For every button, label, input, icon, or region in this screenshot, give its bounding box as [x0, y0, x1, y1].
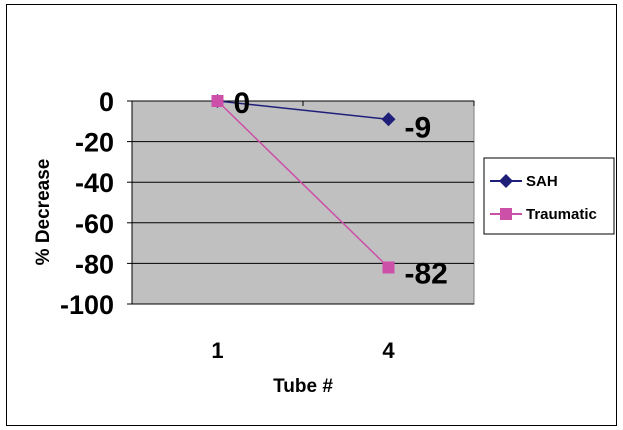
y-tick-label: 0 — [99, 87, 114, 117]
y-tick-label: -20 — [75, 128, 114, 158]
y-axis-title: % Decrease — [33, 159, 54, 266]
data-point-traumatic — [382, 261, 395, 274]
data-label: -82 — [405, 257, 448, 290]
legend-label: SAH — [526, 173, 558, 190]
y-tick-label: -100 — [60, 290, 114, 320]
x-tick-label: 1 — [211, 338, 223, 363]
y-tick-label: -40 — [75, 168, 114, 198]
x-axis-title: Tube # — [273, 376, 333, 397]
data-point-sah — [381, 112, 396, 127]
y-tick-label: -60 — [75, 209, 114, 239]
series-line-sah — [217, 100, 389, 121]
series-line-traumatic — [216, 100, 390, 268]
legend-box — [483, 157, 615, 235]
legend-marker — [500, 208, 512, 220]
plot-area — [131, 100, 475, 305]
legend-marker — [499, 174, 513, 188]
data-label: 0 — [234, 87, 251, 120]
legend-label: Traumatic — [526, 206, 597, 223]
x-tick-label: 4 — [382, 338, 395, 363]
data-point-traumatic — [211, 95, 224, 107]
data-label: -9 — [405, 111, 432, 144]
y-tick-label: -80 — [75, 249, 114, 279]
